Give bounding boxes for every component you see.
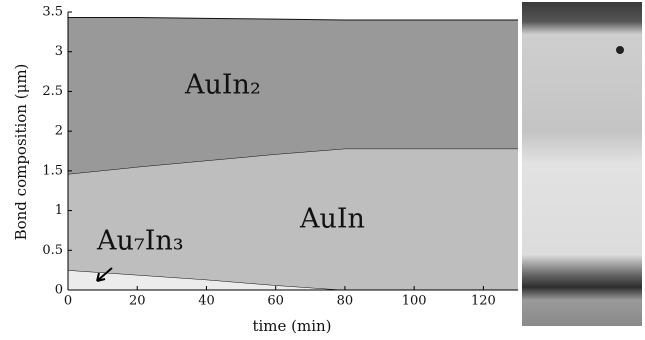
x-tick-label: 60	[267, 294, 284, 309]
y-tick-label: 0	[55, 283, 63, 298]
y-axis-label: Bond composition (μm)	[12, 64, 30, 241]
area-label: AuIn	[299, 204, 365, 235]
y-tick-label: 2.5	[42, 84, 63, 99]
x-tick-label: 0	[64, 294, 72, 309]
area-label: Au₇In₃	[96, 226, 184, 257]
y-tick-label: 0.5	[42, 243, 63, 258]
y-tick-label: 3	[55, 44, 63, 59]
y-tick-label: 1.5	[42, 163, 63, 178]
y-tick-label: 2	[55, 124, 63, 139]
area-label: AuIn₂	[184, 70, 261, 101]
y-tick-label: 3.5	[42, 5, 63, 20]
micrograph	[522, 2, 642, 326]
chart: time (min) Bond composition (μm) Au₇In₃ A…	[0, 0, 645, 340]
x-tick-label: 120	[471, 294, 496, 309]
micrograph-defect	[616, 46, 624, 54]
y-tick-label: 1	[55, 203, 63, 218]
x-tick-label: 80	[337, 294, 354, 309]
x-tick-label: 40	[198, 294, 215, 309]
area	[68, 149, 518, 290]
x-tick-label: 20	[129, 294, 146, 309]
x-axis-label: time (min)	[252, 317, 331, 335]
x-tick-label: 100	[402, 294, 427, 309]
